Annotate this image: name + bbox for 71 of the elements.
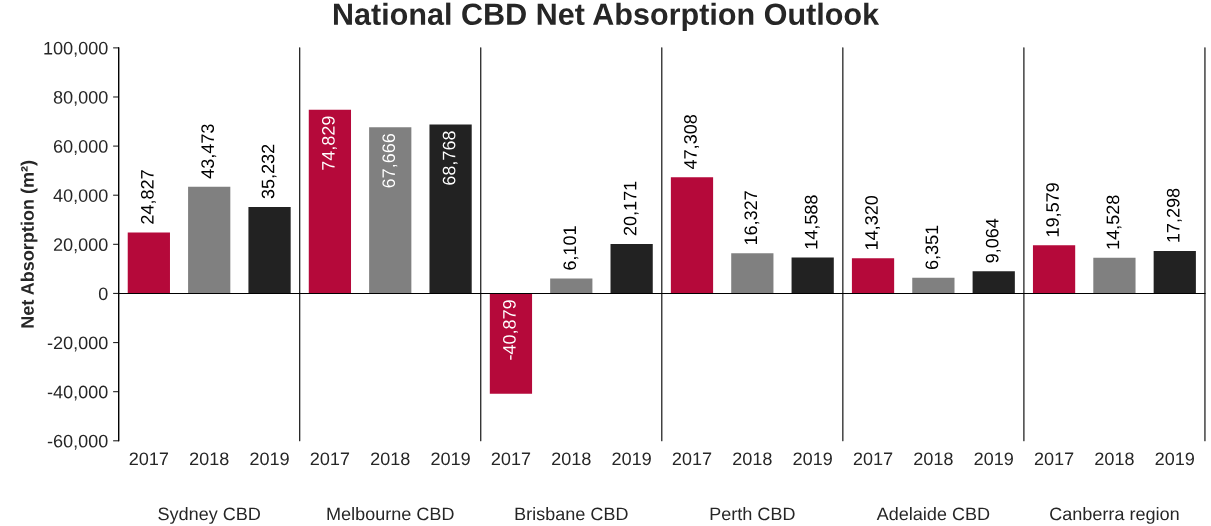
bar (851, 258, 895, 294)
data-label: 74,829 (321, 116, 337, 170)
bar (550, 278, 593, 294)
y-tick-label: -20,000 (47, 336, 108, 352)
y-tick-label: 40,000 (53, 189, 108, 205)
y-tick-label: 80,000 (53, 90, 108, 106)
bar (127, 232, 170, 294)
bar (972, 271, 1015, 294)
bar (791, 257, 834, 294)
x-tick-label: 2019 (250, 452, 289, 466)
x-tick-label: 2018 (190, 452, 229, 466)
bar (248, 206, 291, 294)
x-tick-label: 2017 (1034, 452, 1074, 466)
x-tick-label: 2018 (1095, 452, 1134, 466)
chart-title: National CBD Net Absorption Outlook (333, 2, 880, 32)
y-tick-label: 60,000 (53, 140, 108, 155)
data-label: 14,320 (865, 195, 881, 250)
x-tick-label: 2017 (129, 452, 169, 466)
bar (731, 253, 774, 294)
data-label: 47,308 (684, 114, 699, 169)
data-label: 68,768 (442, 131, 458, 185)
bar (912, 277, 955, 294)
data-label: 19,579 (1046, 183, 1062, 237)
bar (489, 293, 533, 394)
x-tick-label: 2018 (733, 452, 772, 466)
data-label: 9,064 (985, 218, 1001, 263)
text: Brisbane CBD (515, 507, 628, 521)
y-tick-label: -40,000 (47, 385, 108, 401)
bar (610, 243, 653, 294)
x-tick-label: 2019 (612, 452, 651, 466)
bar (188, 186, 231, 294)
bar (308, 109, 352, 294)
data-label: 16,327 (744, 191, 760, 245)
data-label: 35,232 (261, 144, 277, 199)
x-tick-label: 2017 (672, 452, 712, 466)
text: Adelaide CBD (876, 507, 990, 521)
x-tick-label: 2018 (914, 452, 953, 466)
text: Sydney CBD (158, 507, 261, 524)
data-label: 14,528 (1106, 195, 1122, 249)
x-tick-label: 2019 (793, 452, 832, 466)
data-label: 43,473 (201, 124, 217, 179)
bar (1153, 250, 1196, 294)
data-label: 17,298 (1166, 188, 1182, 242)
text: Melbourne CBD (327, 507, 454, 521)
y-tick-label: 100,000 (44, 41, 108, 57)
data-label: 24,827 (140, 170, 156, 224)
x-tick-label: 2019 (1155, 452, 1194, 466)
data-label: 20,171 (623, 181, 639, 236)
x-tick-label: 2019 (431, 452, 470, 466)
y-tick-label: -60,000 (47, 434, 108, 450)
bar (1093, 257, 1136, 294)
data-label: 6,351 (925, 225, 941, 270)
text: Canberra region (1050, 507, 1179, 524)
bar (369, 127, 412, 294)
x-tick-label: 2018 (371, 452, 410, 466)
x-tick-label: 2017 (853, 452, 893, 466)
data-label: 6,101 (563, 226, 579, 270)
bar (670, 177, 714, 294)
y-tick-label: 20,000 (53, 238, 108, 254)
x-tick-label: 2017 (491, 452, 531, 466)
data-label: 14,588 (804, 195, 820, 249)
x-tick-label: 2017 (310, 452, 350, 466)
text: Perth CBD (710, 507, 795, 521)
data-label: -40,879 (503, 300, 518, 360)
x-tick-label: 2019 (974, 452, 1013, 466)
bar (1032, 245, 1076, 294)
x-tick-label: 2018 (552, 452, 591, 466)
y-tick-label: 0 (98, 287, 108, 301)
bar (429, 124, 472, 294)
y-axis-title: Net Absorption (m²) (20, 160, 38, 328)
data-label: 67,666 (382, 133, 398, 188)
